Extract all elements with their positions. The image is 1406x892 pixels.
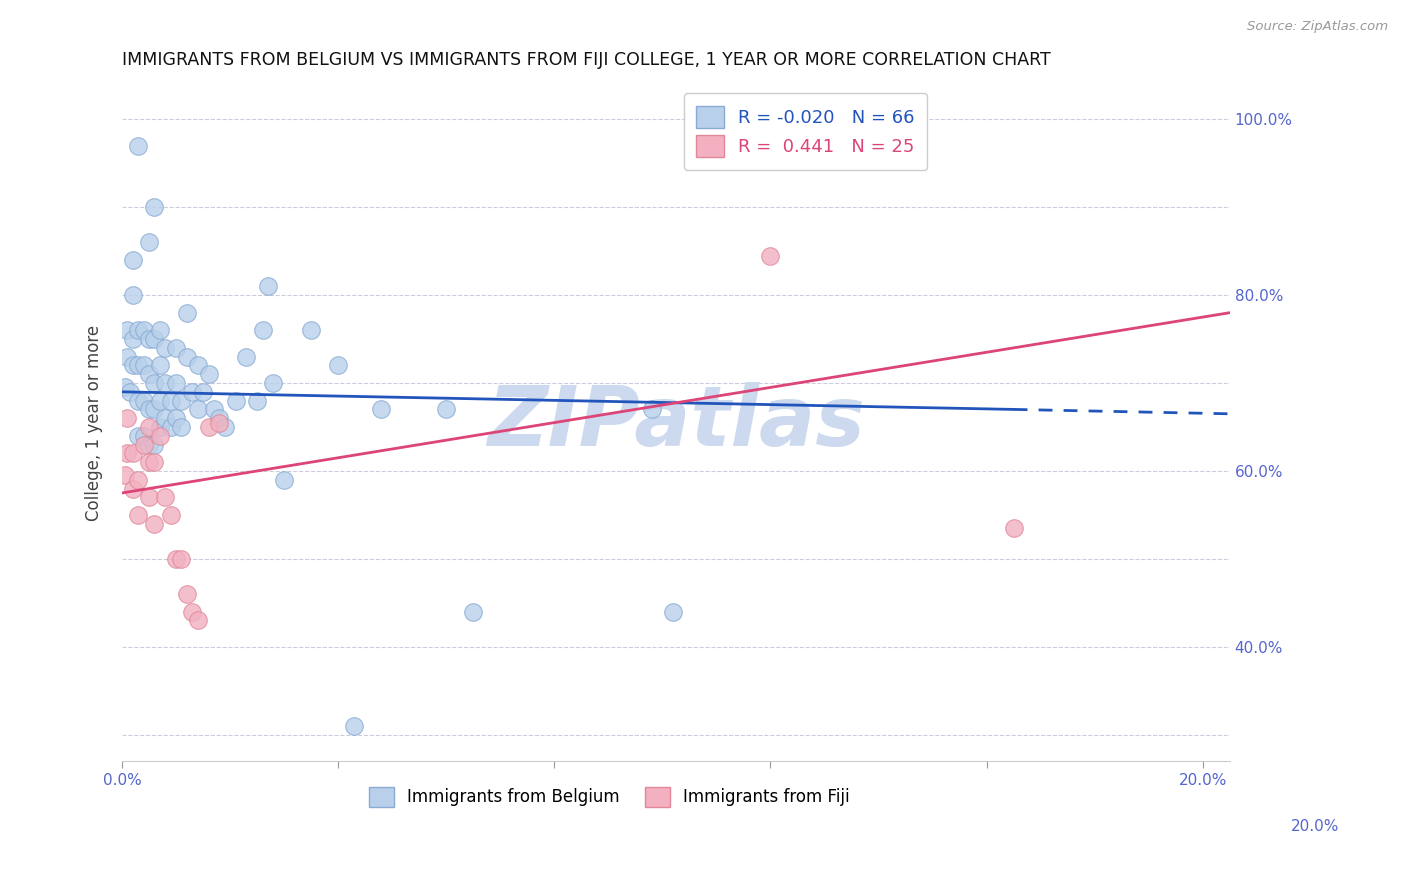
- Point: [225, 393, 247, 408]
- Point: [159, 393, 181, 408]
- Point: [159, 420, 181, 434]
- Text: ZIPatlas: ZIPatlas: [486, 382, 865, 463]
- Point: [155, 411, 177, 425]
- Point: [202, 402, 225, 417]
- Point: [143, 402, 166, 417]
- Point: [127, 508, 149, 522]
- Point: [299, 323, 322, 337]
- Point: [117, 446, 139, 460]
- Point: [434, 402, 457, 417]
- Point: [165, 341, 187, 355]
- Point: [138, 455, 160, 469]
- Point: [149, 359, 172, 373]
- Point: [187, 359, 209, 373]
- Point: [165, 411, 187, 425]
- Point: [759, 249, 782, 263]
- Point: [170, 393, 193, 408]
- Point: [121, 332, 143, 346]
- Point: [176, 306, 198, 320]
- Point: [191, 384, 214, 399]
- Point: [273, 473, 295, 487]
- Point: [117, 350, 139, 364]
- Point: [143, 200, 166, 214]
- Point: [121, 446, 143, 460]
- Point: [149, 323, 172, 337]
- Point: [165, 376, 187, 390]
- Point: [127, 138, 149, 153]
- Point: [370, 402, 392, 417]
- Legend: Immigrants from Belgium, Immigrants from Fiji: Immigrants from Belgium, Immigrants from…: [363, 780, 856, 814]
- Point: [176, 587, 198, 601]
- Text: 20.0%: 20.0%: [1291, 820, 1339, 834]
- Point: [132, 437, 155, 451]
- Point: [143, 376, 166, 390]
- Point: [208, 411, 231, 425]
- Point: [138, 235, 160, 250]
- Point: [159, 508, 181, 522]
- Point: [165, 552, 187, 566]
- Point: [149, 420, 172, 434]
- Point: [132, 323, 155, 337]
- Point: [121, 288, 143, 302]
- Point: [149, 429, 172, 443]
- Point: [252, 323, 274, 337]
- Point: [121, 482, 143, 496]
- Point: [132, 429, 155, 443]
- Point: [640, 402, 662, 417]
- Point: [138, 332, 160, 346]
- Y-axis label: College, 1 year or more: College, 1 year or more: [86, 325, 103, 521]
- Point: [127, 473, 149, 487]
- Point: [117, 411, 139, 425]
- Point: [181, 605, 204, 619]
- Point: [121, 252, 143, 267]
- Point: [208, 416, 231, 430]
- Point: [328, 359, 350, 373]
- Text: IMMIGRANTS FROM BELGIUM VS IMMIGRANTS FROM FIJI COLLEGE, 1 YEAR OR MORE CORRELAT: IMMIGRANTS FROM BELGIUM VS IMMIGRANTS FR…: [122, 51, 1050, 69]
- Point: [257, 279, 280, 293]
- Point: [155, 491, 177, 505]
- Point: [132, 393, 155, 408]
- Point: [138, 491, 160, 505]
- Point: [170, 552, 193, 566]
- Point: [662, 605, 685, 619]
- Point: [170, 420, 193, 434]
- Point: [214, 420, 236, 434]
- Point: [120, 384, 142, 399]
- Point: [127, 429, 149, 443]
- Point: [117, 323, 139, 337]
- Point: [149, 393, 172, 408]
- Point: [463, 605, 485, 619]
- Point: [138, 368, 160, 382]
- Point: [187, 614, 209, 628]
- Point: [127, 359, 149, 373]
- Point: [127, 323, 149, 337]
- Text: Source: ZipAtlas.com: Source: ZipAtlas.com: [1247, 20, 1388, 33]
- Point: [143, 516, 166, 531]
- Point: [262, 376, 284, 390]
- Point: [187, 402, 209, 417]
- Point: [138, 437, 160, 451]
- Point: [138, 420, 160, 434]
- Point: [246, 393, 269, 408]
- Point: [181, 384, 204, 399]
- Point: [235, 350, 257, 364]
- Point: [155, 341, 177, 355]
- Point: [197, 420, 219, 434]
- Point: [114, 380, 136, 394]
- Point: [155, 376, 177, 390]
- Point: [138, 402, 160, 417]
- Point: [114, 468, 136, 483]
- Point: [143, 437, 166, 451]
- Point: [1002, 521, 1025, 535]
- Point: [127, 393, 149, 408]
- Point: [143, 332, 166, 346]
- Point: [343, 719, 366, 733]
- Point: [197, 368, 219, 382]
- Point: [176, 350, 198, 364]
- Point: [132, 359, 155, 373]
- Point: [143, 455, 166, 469]
- Point: [121, 359, 143, 373]
